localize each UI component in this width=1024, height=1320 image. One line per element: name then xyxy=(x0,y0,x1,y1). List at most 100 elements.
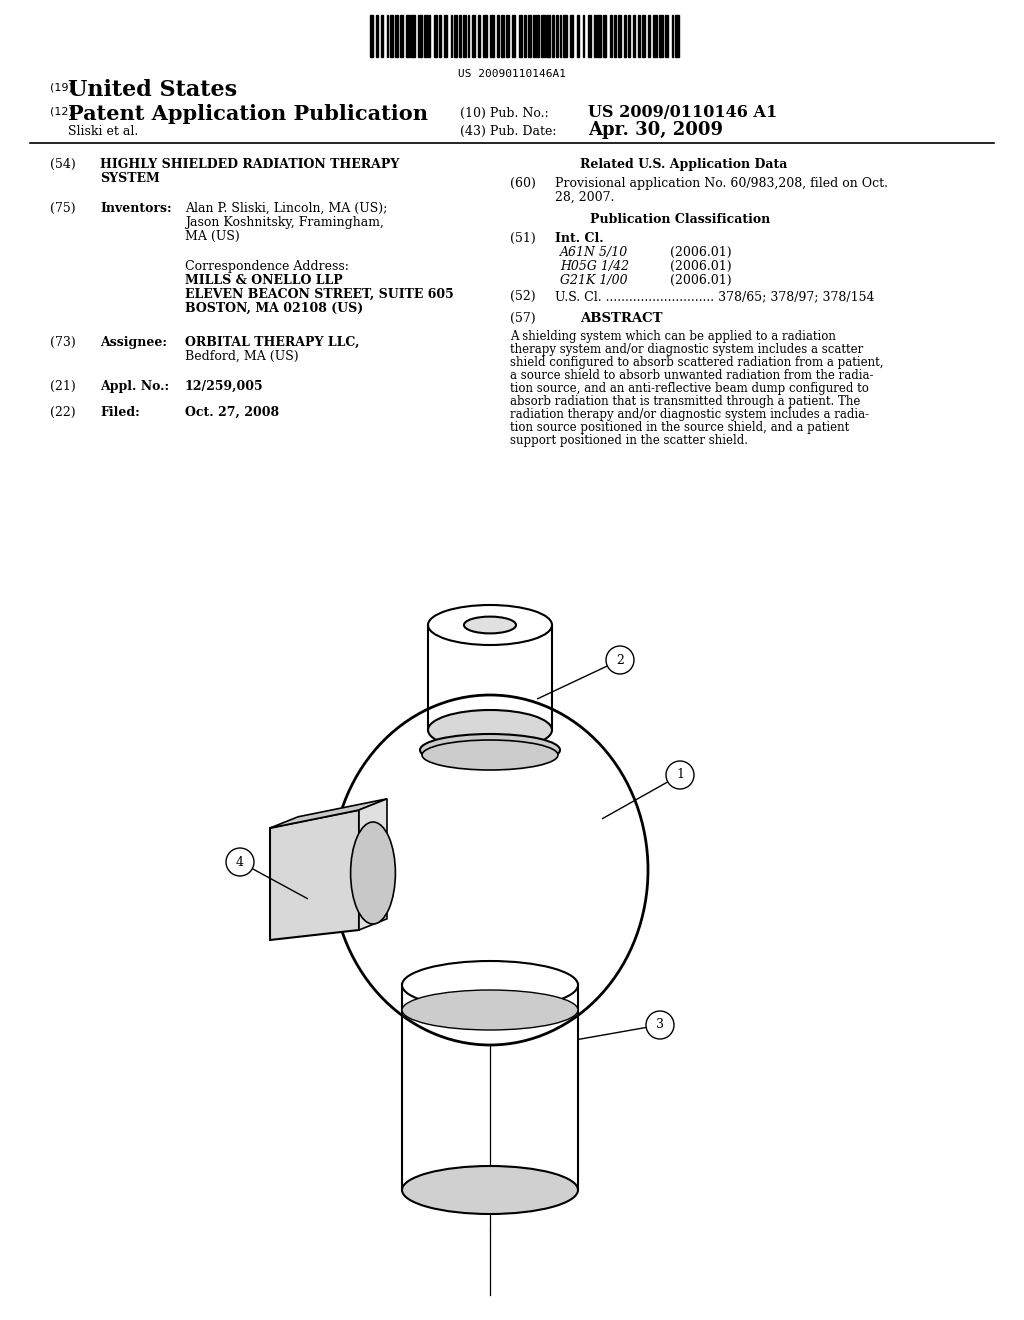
Text: 3: 3 xyxy=(656,1019,664,1031)
Text: (60): (60) xyxy=(510,177,536,190)
Text: Appl. No.:: Appl. No.: xyxy=(100,380,169,393)
Text: Sliski et al.: Sliski et al. xyxy=(68,125,138,139)
Text: HIGHLY SHIELDED RADIATION THERAPY: HIGHLY SHIELDED RADIATION THERAPY xyxy=(100,158,399,172)
Bar xyxy=(428,15,430,57)
Bar xyxy=(523,15,526,57)
Text: SYSTEM: SYSTEM xyxy=(100,172,160,185)
Bar xyxy=(506,15,509,57)
Text: (2006.01): (2006.01) xyxy=(670,260,731,273)
Bar xyxy=(603,15,606,57)
Text: Related U.S. Application Data: Related U.S. Application Data xyxy=(580,158,787,172)
Bar xyxy=(577,15,580,57)
Bar xyxy=(411,15,415,57)
Circle shape xyxy=(226,847,254,876)
Bar xyxy=(468,15,469,57)
Bar xyxy=(642,15,645,57)
Circle shape xyxy=(666,762,694,789)
Bar xyxy=(439,15,441,57)
Bar xyxy=(434,15,437,57)
Text: Assignee:: Assignee: xyxy=(100,337,167,348)
Polygon shape xyxy=(270,810,359,940)
Text: H05G 1/42: H05G 1/42 xyxy=(560,260,629,273)
Text: Apr. 30, 2009: Apr. 30, 2009 xyxy=(588,121,723,139)
Bar xyxy=(518,15,522,57)
Ellipse shape xyxy=(420,734,560,766)
Bar xyxy=(497,15,499,57)
Bar xyxy=(451,15,453,57)
Bar xyxy=(387,15,388,57)
Text: radiation therapy and/or diagnostic system includes a radia-: radiation therapy and/or diagnostic syst… xyxy=(510,408,869,421)
Bar xyxy=(624,15,627,57)
Bar xyxy=(512,15,515,57)
Bar xyxy=(454,15,457,57)
Text: (19): (19) xyxy=(50,82,73,92)
Bar xyxy=(400,15,403,57)
Bar xyxy=(659,15,663,57)
Text: ABSTRACT: ABSTRACT xyxy=(580,312,663,325)
Text: Inventors:: Inventors: xyxy=(100,202,172,215)
Bar xyxy=(381,15,383,57)
Text: (10) Pub. No.:: (10) Pub. No.: xyxy=(460,107,549,120)
Text: 1: 1 xyxy=(676,768,684,781)
Bar xyxy=(477,15,479,57)
Text: (75): (75) xyxy=(50,202,76,215)
Ellipse shape xyxy=(422,741,558,770)
Bar xyxy=(556,15,557,57)
Bar xyxy=(534,15,535,57)
Text: US 20090110146A1: US 20090110146A1 xyxy=(458,69,566,79)
Ellipse shape xyxy=(402,965,578,1005)
Text: Publication Classification: Publication Classification xyxy=(590,213,770,226)
Text: A61N 5/10: A61N 5/10 xyxy=(560,246,629,259)
Text: Bedford, MA (US): Bedford, MA (US) xyxy=(185,350,299,363)
Text: support positioned in the scatter shield.: support positioned in the scatter shield… xyxy=(510,434,748,447)
Ellipse shape xyxy=(428,710,552,750)
Text: Correspondence Address:: Correspondence Address: xyxy=(185,260,349,273)
Text: MA (US): MA (US) xyxy=(185,230,240,243)
Bar xyxy=(370,15,373,57)
Text: (43) Pub. Date:: (43) Pub. Date: xyxy=(460,125,556,139)
Text: Provisional application No. 60/983,208, filed on Oct.: Provisional application No. 60/983,208, … xyxy=(555,177,888,190)
Circle shape xyxy=(606,645,634,675)
Bar xyxy=(633,15,635,57)
Text: tion source, and an anti-reflective beam dump configured to: tion source, and an anti-reflective beam… xyxy=(510,381,869,395)
Bar xyxy=(563,15,566,57)
Bar xyxy=(597,15,601,57)
Text: absorb radiation that is transmitted through a patient. The: absorb radiation that is transmitted thr… xyxy=(510,395,860,408)
Bar xyxy=(594,15,596,57)
Text: (2006.01): (2006.01) xyxy=(670,275,731,286)
Bar xyxy=(418,15,422,57)
Text: ELEVEN BEACON STREET, SUITE 605: ELEVEN BEACON STREET, SUITE 605 xyxy=(185,288,454,301)
Ellipse shape xyxy=(402,961,578,1008)
Text: Int. Cl.: Int. Cl. xyxy=(555,232,603,246)
Text: therapy system and/or diagnostic system includes a scatter: therapy system and/or diagnostic system … xyxy=(510,343,863,356)
Bar xyxy=(390,15,392,57)
Text: shield configured to absorb scattered radiation from a patient,: shield configured to absorb scattered ra… xyxy=(510,356,884,370)
Text: United States: United States xyxy=(68,79,238,102)
Bar xyxy=(395,15,397,57)
Bar xyxy=(648,15,650,57)
Bar xyxy=(537,15,540,57)
Ellipse shape xyxy=(428,605,552,645)
Text: tion source positioned in the source shield, and a patient: tion source positioned in the source shi… xyxy=(510,421,849,434)
Text: 12/259,005: 12/259,005 xyxy=(185,380,263,393)
Text: (21): (21) xyxy=(50,380,76,393)
Polygon shape xyxy=(270,799,387,828)
Text: (22): (22) xyxy=(50,407,76,418)
Bar xyxy=(614,15,616,57)
Bar xyxy=(490,15,494,57)
Bar xyxy=(501,15,504,57)
Bar xyxy=(463,15,466,57)
Text: a source shield to absorb unwanted radiation from the radia-: a source shield to absorb unwanted radia… xyxy=(510,370,873,381)
Text: ORBITAL THERAPY LLC,: ORBITAL THERAPY LLC, xyxy=(185,337,359,348)
Text: Jason Koshnitsky, Framingham,: Jason Koshnitsky, Framingham, xyxy=(185,216,384,228)
Text: Patent Application Publication: Patent Application Publication xyxy=(68,104,428,124)
Ellipse shape xyxy=(464,616,516,634)
Bar xyxy=(527,15,530,57)
Text: Oct. 27, 2008: Oct. 27, 2008 xyxy=(185,407,280,418)
Text: (52): (52) xyxy=(510,290,536,304)
Bar xyxy=(560,15,561,57)
Text: Filed:: Filed: xyxy=(100,407,139,418)
Text: (2006.01): (2006.01) xyxy=(670,246,731,259)
Bar xyxy=(610,15,612,57)
Text: (54): (54) xyxy=(50,158,76,172)
